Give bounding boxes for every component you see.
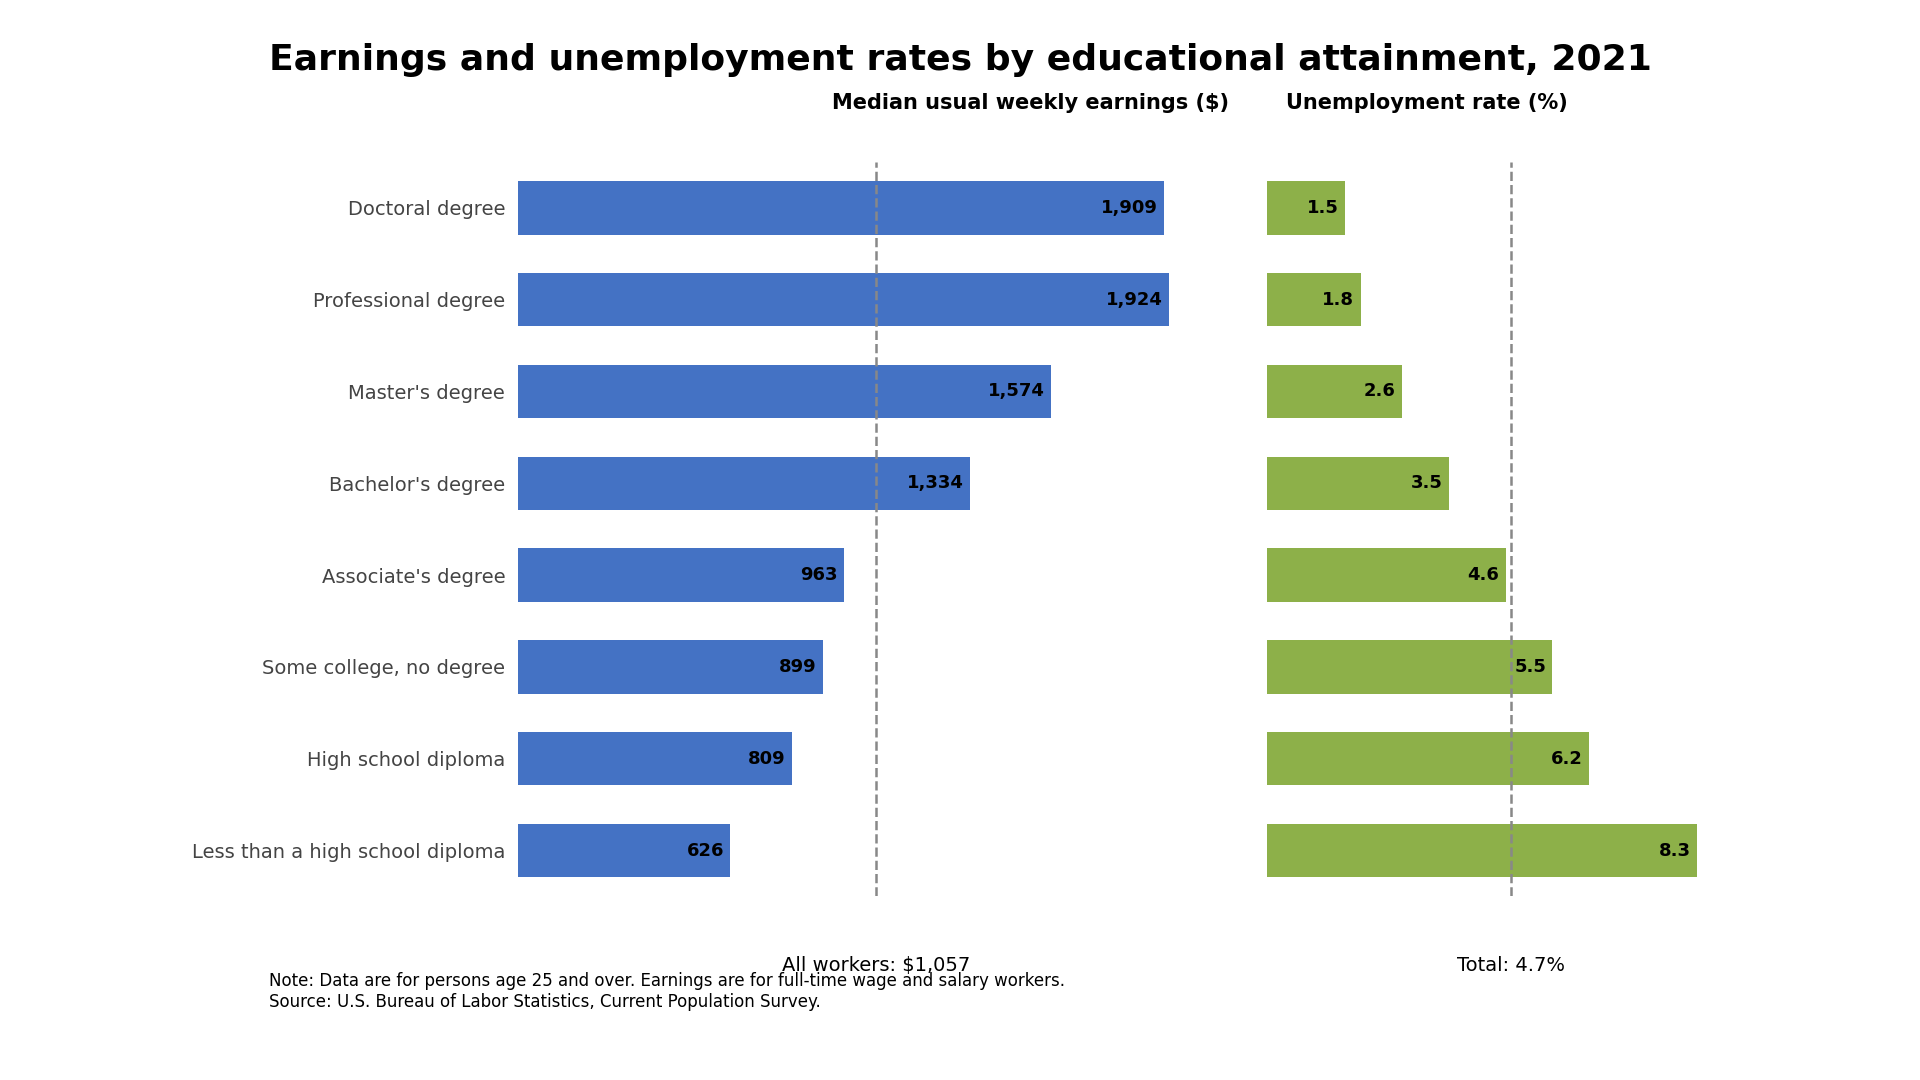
Bar <box>518 457 970 510</box>
Text: Total: 4.7%: Total: 4.7% <box>1457 956 1565 975</box>
Text: 3.5: 3.5 <box>1411 474 1442 492</box>
Bar <box>518 732 793 785</box>
Text: 8.3: 8.3 <box>1659 841 1692 860</box>
Text: 963: 963 <box>801 566 837 584</box>
Bar <box>1267 640 1553 693</box>
Text: 5.5: 5.5 <box>1515 658 1546 676</box>
Text: 1,909: 1,909 <box>1102 199 1158 217</box>
Bar <box>518 549 845 602</box>
Bar <box>518 824 730 877</box>
Text: 6.2: 6.2 <box>1551 750 1582 768</box>
Text: Median usual weekly earnings ($): Median usual weekly earnings ($) <box>831 93 1229 113</box>
Bar <box>1267 732 1588 785</box>
Text: 626: 626 <box>687 841 724 860</box>
Bar <box>518 365 1050 418</box>
Text: 4.6: 4.6 <box>1467 566 1500 584</box>
Text: 1.5: 1.5 <box>1308 199 1338 217</box>
Bar <box>1267 457 1450 510</box>
Text: Unemployment rate (%): Unemployment rate (%) <box>1286 93 1569 113</box>
Bar <box>1267 181 1344 234</box>
Text: All workers: $1,057: All workers: $1,057 <box>781 956 970 975</box>
Text: 1,924: 1,924 <box>1106 291 1164 309</box>
Text: 2.6: 2.6 <box>1363 382 1396 401</box>
Text: 1,334: 1,334 <box>906 474 964 492</box>
Text: Earnings and unemployment rates by educational attainment, 2021: Earnings and unemployment rates by educa… <box>269 43 1651 77</box>
Bar <box>1267 549 1505 602</box>
Bar <box>518 181 1164 234</box>
Text: 1,574: 1,574 <box>989 382 1044 401</box>
Bar <box>1267 273 1361 326</box>
Bar <box>1267 824 1697 877</box>
Text: Note: Data are for persons age 25 and over. Earnings are for full-time wage and : Note: Data are for persons age 25 and ov… <box>269 972 1066 1011</box>
Text: 1.8: 1.8 <box>1323 291 1354 309</box>
Text: 899: 899 <box>780 658 816 676</box>
Bar <box>518 273 1169 326</box>
Text: 809: 809 <box>749 750 785 768</box>
Bar <box>518 640 822 693</box>
Bar <box>1267 365 1402 418</box>
